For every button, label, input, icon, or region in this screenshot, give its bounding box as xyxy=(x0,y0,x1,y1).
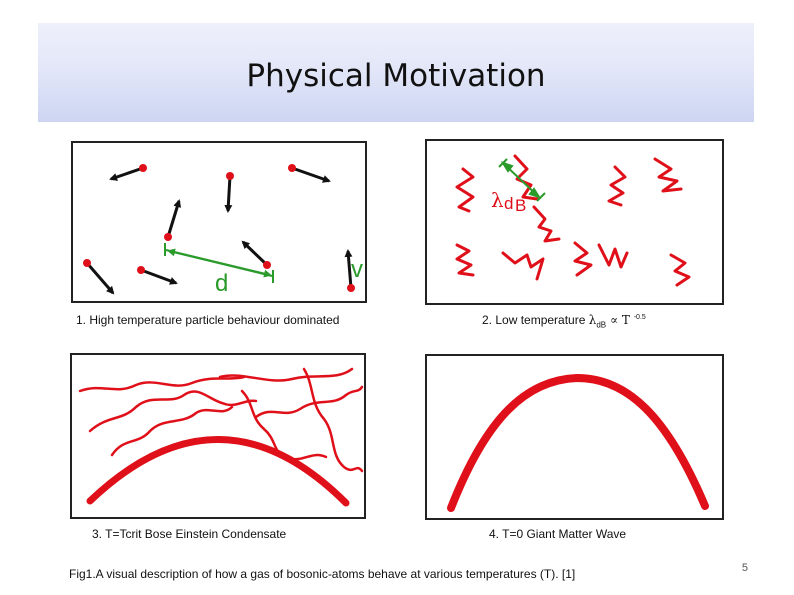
lambda-subscript-b: B xyxy=(515,196,526,215)
condensate-wave xyxy=(86,436,350,507)
caption-panel-2-mid: ∝ T xyxy=(606,313,634,327)
wavelength-marker xyxy=(498,158,546,202)
panel-critical-temperature xyxy=(70,353,366,519)
distance-label: d xyxy=(215,270,228,297)
panel-zero-temperature xyxy=(425,354,724,520)
lambda-subscript-d: d xyxy=(504,194,513,213)
caption-panel-3: 3. T=Tcrit Bose Einstein Condensate xyxy=(92,527,287,541)
figure-caption: Fig1.A visual description of how a gas o… xyxy=(69,567,576,581)
panel-low-temperature: λ d B xyxy=(425,139,724,305)
caption-panel-2-sup: -0.5 xyxy=(633,314,646,321)
velocity-arrows xyxy=(85,166,353,295)
caption-panel-1: 1. High temperature particle behaviour d… xyxy=(76,313,340,327)
caption-panel-2-sub: dB xyxy=(596,320,607,330)
caption-panel-2-lambda: λ xyxy=(588,313,597,327)
wave-packets xyxy=(455,154,691,287)
page-number: 5 xyxy=(741,562,748,574)
distance-marker xyxy=(164,243,274,283)
caption-panel-2: 2. Low temperature λdB ∝ T -0.5 xyxy=(482,313,646,329)
slide-title: Physical Motivation xyxy=(246,58,546,94)
thermal-waves xyxy=(78,367,364,473)
lambda-symbol: λ xyxy=(491,188,504,212)
title-banner: Physical Motivation xyxy=(38,23,754,122)
caption-panel-2-prefix: 2. Low temperature xyxy=(482,313,589,327)
panel-high-temperature: d v xyxy=(71,141,367,303)
matter-wave xyxy=(447,373,709,512)
caption-panel-4: 4. T=0 Giant Matter Wave xyxy=(489,527,627,541)
particles xyxy=(83,164,355,292)
velocity-label: v xyxy=(351,256,363,283)
